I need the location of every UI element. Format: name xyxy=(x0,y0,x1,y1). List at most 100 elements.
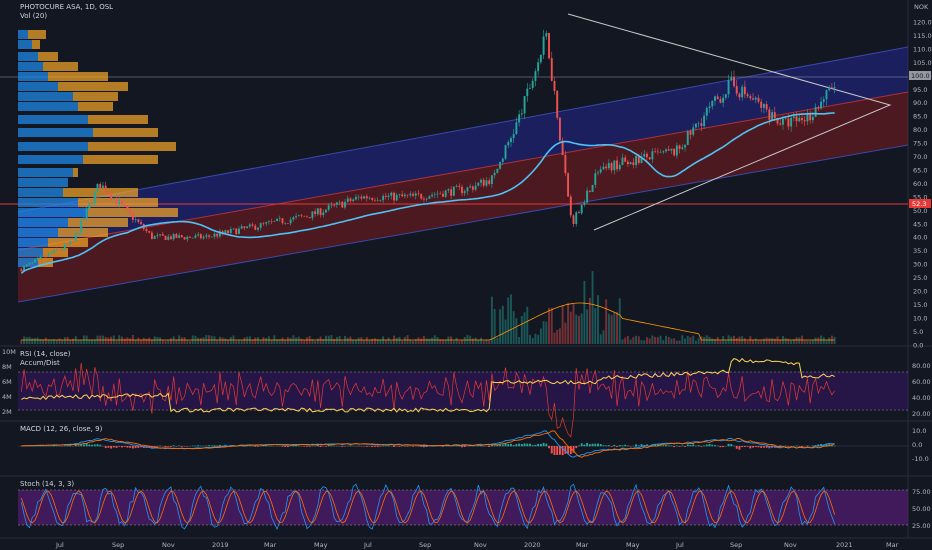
volume-bar xyxy=(131,335,134,344)
volume-bar xyxy=(281,337,284,344)
candle-body xyxy=(806,114,809,122)
macd-hist-bar xyxy=(694,445,697,447)
macd-hist-bar xyxy=(825,443,828,447)
candle-body xyxy=(621,157,624,165)
candle-body xyxy=(259,223,262,228)
candle-body xyxy=(757,97,760,102)
volume-bar xyxy=(199,338,202,344)
candle-body xyxy=(63,244,66,249)
macd-hist-bar xyxy=(210,445,213,447)
candle-body xyxy=(319,208,322,216)
candle-body xyxy=(365,196,368,199)
macd-hist-bar xyxy=(178,445,181,447)
candle-body xyxy=(485,180,488,186)
macd-hist-bar xyxy=(730,444,733,447)
rsi-right-axis: 80.00 60.00 40.00 20.00 xyxy=(912,362,931,418)
volume-bar xyxy=(613,312,616,344)
volume-bar xyxy=(186,340,189,344)
volume-bar xyxy=(662,340,665,344)
volume-bar xyxy=(148,337,151,344)
candle-body xyxy=(594,173,597,185)
macd-hist-bar xyxy=(246,445,249,447)
macd-hist-bar xyxy=(284,446,287,448)
candle-body xyxy=(327,205,330,210)
volume-profile-bar xyxy=(18,155,83,164)
candle-body xyxy=(665,149,667,152)
volume-bar xyxy=(667,336,670,344)
volume-bar xyxy=(697,338,700,344)
macd-hist-bar xyxy=(393,446,395,447)
candle-body xyxy=(681,147,684,149)
candle-body xyxy=(20,269,23,272)
macd-hist-bar xyxy=(757,446,760,448)
macd-hist-bar xyxy=(461,446,463,448)
volume-bar xyxy=(765,337,768,344)
volume-bar xyxy=(539,328,542,344)
candle-body xyxy=(597,172,599,174)
macd-hist-bar xyxy=(387,445,390,447)
time-tick: Nov xyxy=(474,541,487,549)
volume-bar xyxy=(632,337,635,344)
upper-channel xyxy=(18,47,908,250)
marker-price-tag xyxy=(909,199,931,208)
candle-body xyxy=(450,189,453,196)
volume-bar xyxy=(575,314,578,344)
volume-bar xyxy=(806,340,809,344)
lower-channel xyxy=(18,92,908,302)
macd-hist-bar xyxy=(569,446,572,455)
volume-bar xyxy=(531,338,534,344)
volume-bar xyxy=(537,334,540,344)
macd-hist-bar xyxy=(588,444,591,447)
volume-bar xyxy=(180,337,183,344)
macd-hist-bar xyxy=(504,443,507,447)
macd-hist-bar xyxy=(311,445,314,447)
candle-body xyxy=(537,62,540,72)
macd-hist-bar xyxy=(325,446,327,447)
candle-body xyxy=(325,209,327,213)
candle-body xyxy=(150,232,153,239)
time-tick: May xyxy=(626,541,640,549)
volume-bar xyxy=(496,337,499,344)
candle-body xyxy=(251,224,254,226)
candle-body xyxy=(746,94,749,97)
macd-hist-bar xyxy=(515,444,518,447)
rsi-left-tick: 4M xyxy=(2,393,12,401)
accum-dist-title: Accum/Dist xyxy=(20,359,60,367)
macd-hist-bar xyxy=(684,446,686,447)
volume-profile-bar xyxy=(18,30,28,39)
candle-body xyxy=(246,226,249,228)
macd-hist-bar xyxy=(659,445,662,447)
candle-body xyxy=(787,118,790,127)
candle-body xyxy=(790,117,793,127)
macd-hist-bar xyxy=(74,444,77,447)
volume-bar xyxy=(265,337,268,344)
macd-hist-bar xyxy=(172,445,175,447)
volume-bar xyxy=(145,338,148,344)
macd-hist-bar xyxy=(678,446,681,447)
candle-body xyxy=(768,109,771,120)
candle-body xyxy=(199,234,202,239)
candle-body xyxy=(379,200,382,201)
candle-body xyxy=(91,203,94,204)
candle-body xyxy=(425,198,428,200)
candle-body xyxy=(531,80,534,89)
macd-hist-bar xyxy=(529,443,531,447)
macd-hist-bar xyxy=(444,445,447,447)
candle-body xyxy=(591,184,594,192)
candle-body xyxy=(735,86,738,94)
volume-bar xyxy=(330,335,333,344)
candle-body xyxy=(368,197,371,199)
candle-body xyxy=(99,184,102,188)
candle-body xyxy=(833,87,836,89)
rsi-left-tick: 10M xyxy=(2,348,16,356)
macd-hist-bar xyxy=(96,444,99,447)
candle-body xyxy=(466,187,469,192)
time-tick: 2020 xyxy=(524,541,541,549)
volume-bar xyxy=(675,340,678,344)
candle-body xyxy=(297,215,300,217)
candle-body xyxy=(422,198,425,200)
candle-body xyxy=(240,226,243,229)
candle-body xyxy=(635,155,638,166)
volume-profile-bar xyxy=(18,248,43,257)
